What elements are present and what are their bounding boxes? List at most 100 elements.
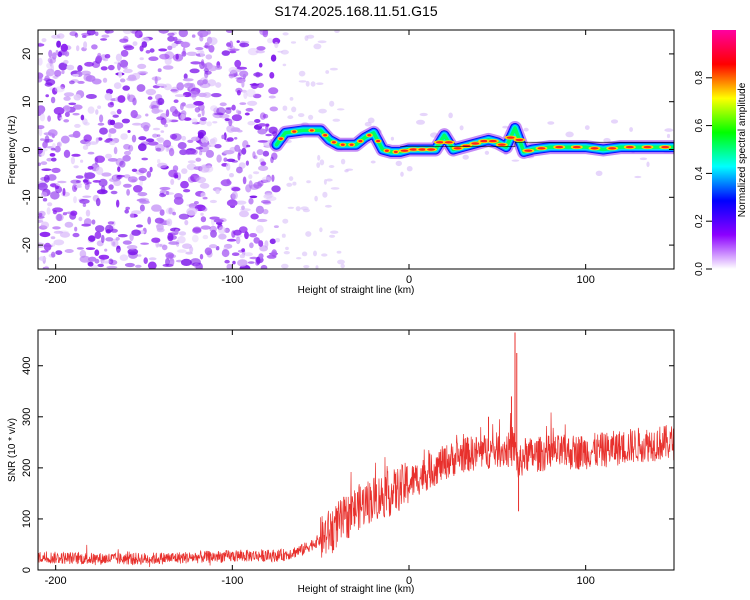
noise-blob — [400, 171, 404, 177]
noise-blob — [124, 150, 131, 156]
noise-blob — [107, 221, 115, 225]
noise-blob — [364, 121, 372, 127]
noise-blob — [154, 143, 165, 152]
noise-blob — [64, 221, 74, 228]
noise-blob — [223, 132, 227, 141]
noise-blob — [72, 112, 80, 116]
signal-peak — [488, 139, 497, 143]
noise-blob — [197, 30, 209, 38]
noise-blob — [178, 231, 187, 236]
noise-blob — [173, 99, 179, 103]
noise-blob — [63, 104, 71, 113]
noise-blob — [406, 166, 413, 172]
noise-blob — [280, 49, 289, 55]
noise-blob — [106, 88, 113, 95]
noise-blob — [248, 174, 253, 180]
noise-blob — [282, 105, 288, 111]
noise-blob — [367, 117, 375, 124]
noise-blob — [181, 168, 188, 175]
x-tick-label: 100 — [576, 575, 594, 587]
noise-blob — [167, 45, 173, 51]
noise-blob — [108, 184, 114, 190]
noise-blob — [239, 226, 248, 234]
noise-blob — [86, 181, 92, 185]
noise-blob — [250, 213, 259, 220]
snr-panel: -200 -100 0 100 0 100 200 300 400 Height of stra… — [7, 329, 675, 595]
noise-blob — [123, 183, 132, 188]
noise-blob — [226, 30, 234, 33]
noise-blob — [88, 141, 98, 145]
noise-blob — [51, 243, 56, 247]
noise-blob — [212, 137, 218, 144]
colorbar-tick-label: 0.4 — [694, 166, 705, 180]
noise-blob — [143, 124, 150, 132]
noise-blob — [257, 218, 268, 223]
snr-x-axis-label: Height of straight line (km) — [298, 584, 415, 595]
noise-blob — [120, 49, 129, 57]
fit-line — [400, 141, 674, 148]
noise-blob — [270, 54, 277, 62]
noise-blob — [249, 233, 258, 238]
noise-blob — [190, 61, 202, 65]
noise-blob — [121, 118, 130, 124]
noise-blob — [71, 153, 81, 157]
noise-blob — [104, 139, 112, 143]
noise-blob — [113, 146, 118, 155]
noise-blob — [127, 176, 138, 183]
noise-blob — [70, 210, 78, 216]
y-tick-label: 100 — [21, 510, 33, 528]
signal-peak — [435, 141, 444, 144]
noise-blob — [56, 40, 61, 48]
noise-blob — [247, 100, 258, 106]
noise-blob — [195, 157, 202, 162]
noise-blob — [184, 149, 193, 155]
noise-blob — [163, 123, 168, 128]
noise-blob — [54, 86, 65, 93]
noise-blob — [38, 212, 43, 217]
noise-blob — [134, 30, 143, 39]
noise-blob — [241, 248, 246, 253]
noise-blob — [49, 183, 57, 188]
noise-blob — [72, 232, 80, 238]
noise-blob — [161, 244, 168, 251]
noise-blob — [209, 225, 217, 233]
noise-blob — [138, 136, 147, 141]
noise-blob — [61, 69, 65, 75]
noise-blob — [122, 44, 133, 49]
noise-blob — [63, 119, 70, 123]
noise-blob — [288, 176, 294, 182]
noise-blob — [148, 257, 157, 261]
noise-blob — [126, 245, 138, 250]
noise-blob — [42, 197, 48, 202]
noise-blob — [282, 63, 287, 67]
noise-blob — [205, 149, 214, 158]
noise-blob — [56, 213, 63, 221]
noise-blob — [219, 102, 227, 107]
noise-blob — [232, 260, 236, 265]
noise-blob — [152, 133, 159, 138]
noise-blob — [239, 70, 249, 78]
noise-blob — [180, 113, 186, 120]
noise-blob — [41, 168, 52, 171]
noise-blob — [45, 79, 56, 86]
noise-blob — [119, 59, 129, 68]
signal-peak — [376, 139, 381, 143]
noise-blob — [336, 250, 342, 254]
noise-blob — [95, 137, 100, 143]
noise-blob — [116, 248, 121, 253]
noise-blob — [202, 92, 212, 98]
noise-blob — [168, 148, 175, 157]
noise-blob — [246, 144, 251, 148]
noise-blob — [221, 134, 225, 140]
y-tick-label: 0 — [21, 567, 33, 573]
noise-blob — [316, 162, 321, 169]
noise-blob — [157, 68, 162, 73]
noise-blob — [639, 157, 648, 161]
noise-blob — [269, 238, 276, 245]
noise-blob — [123, 45, 135, 51]
noise-blob — [54, 185, 60, 190]
noise-blob — [171, 133, 182, 141]
noise-blob — [47, 129, 58, 137]
noise-blob — [100, 185, 106, 194]
noise-blob — [119, 38, 129, 43]
